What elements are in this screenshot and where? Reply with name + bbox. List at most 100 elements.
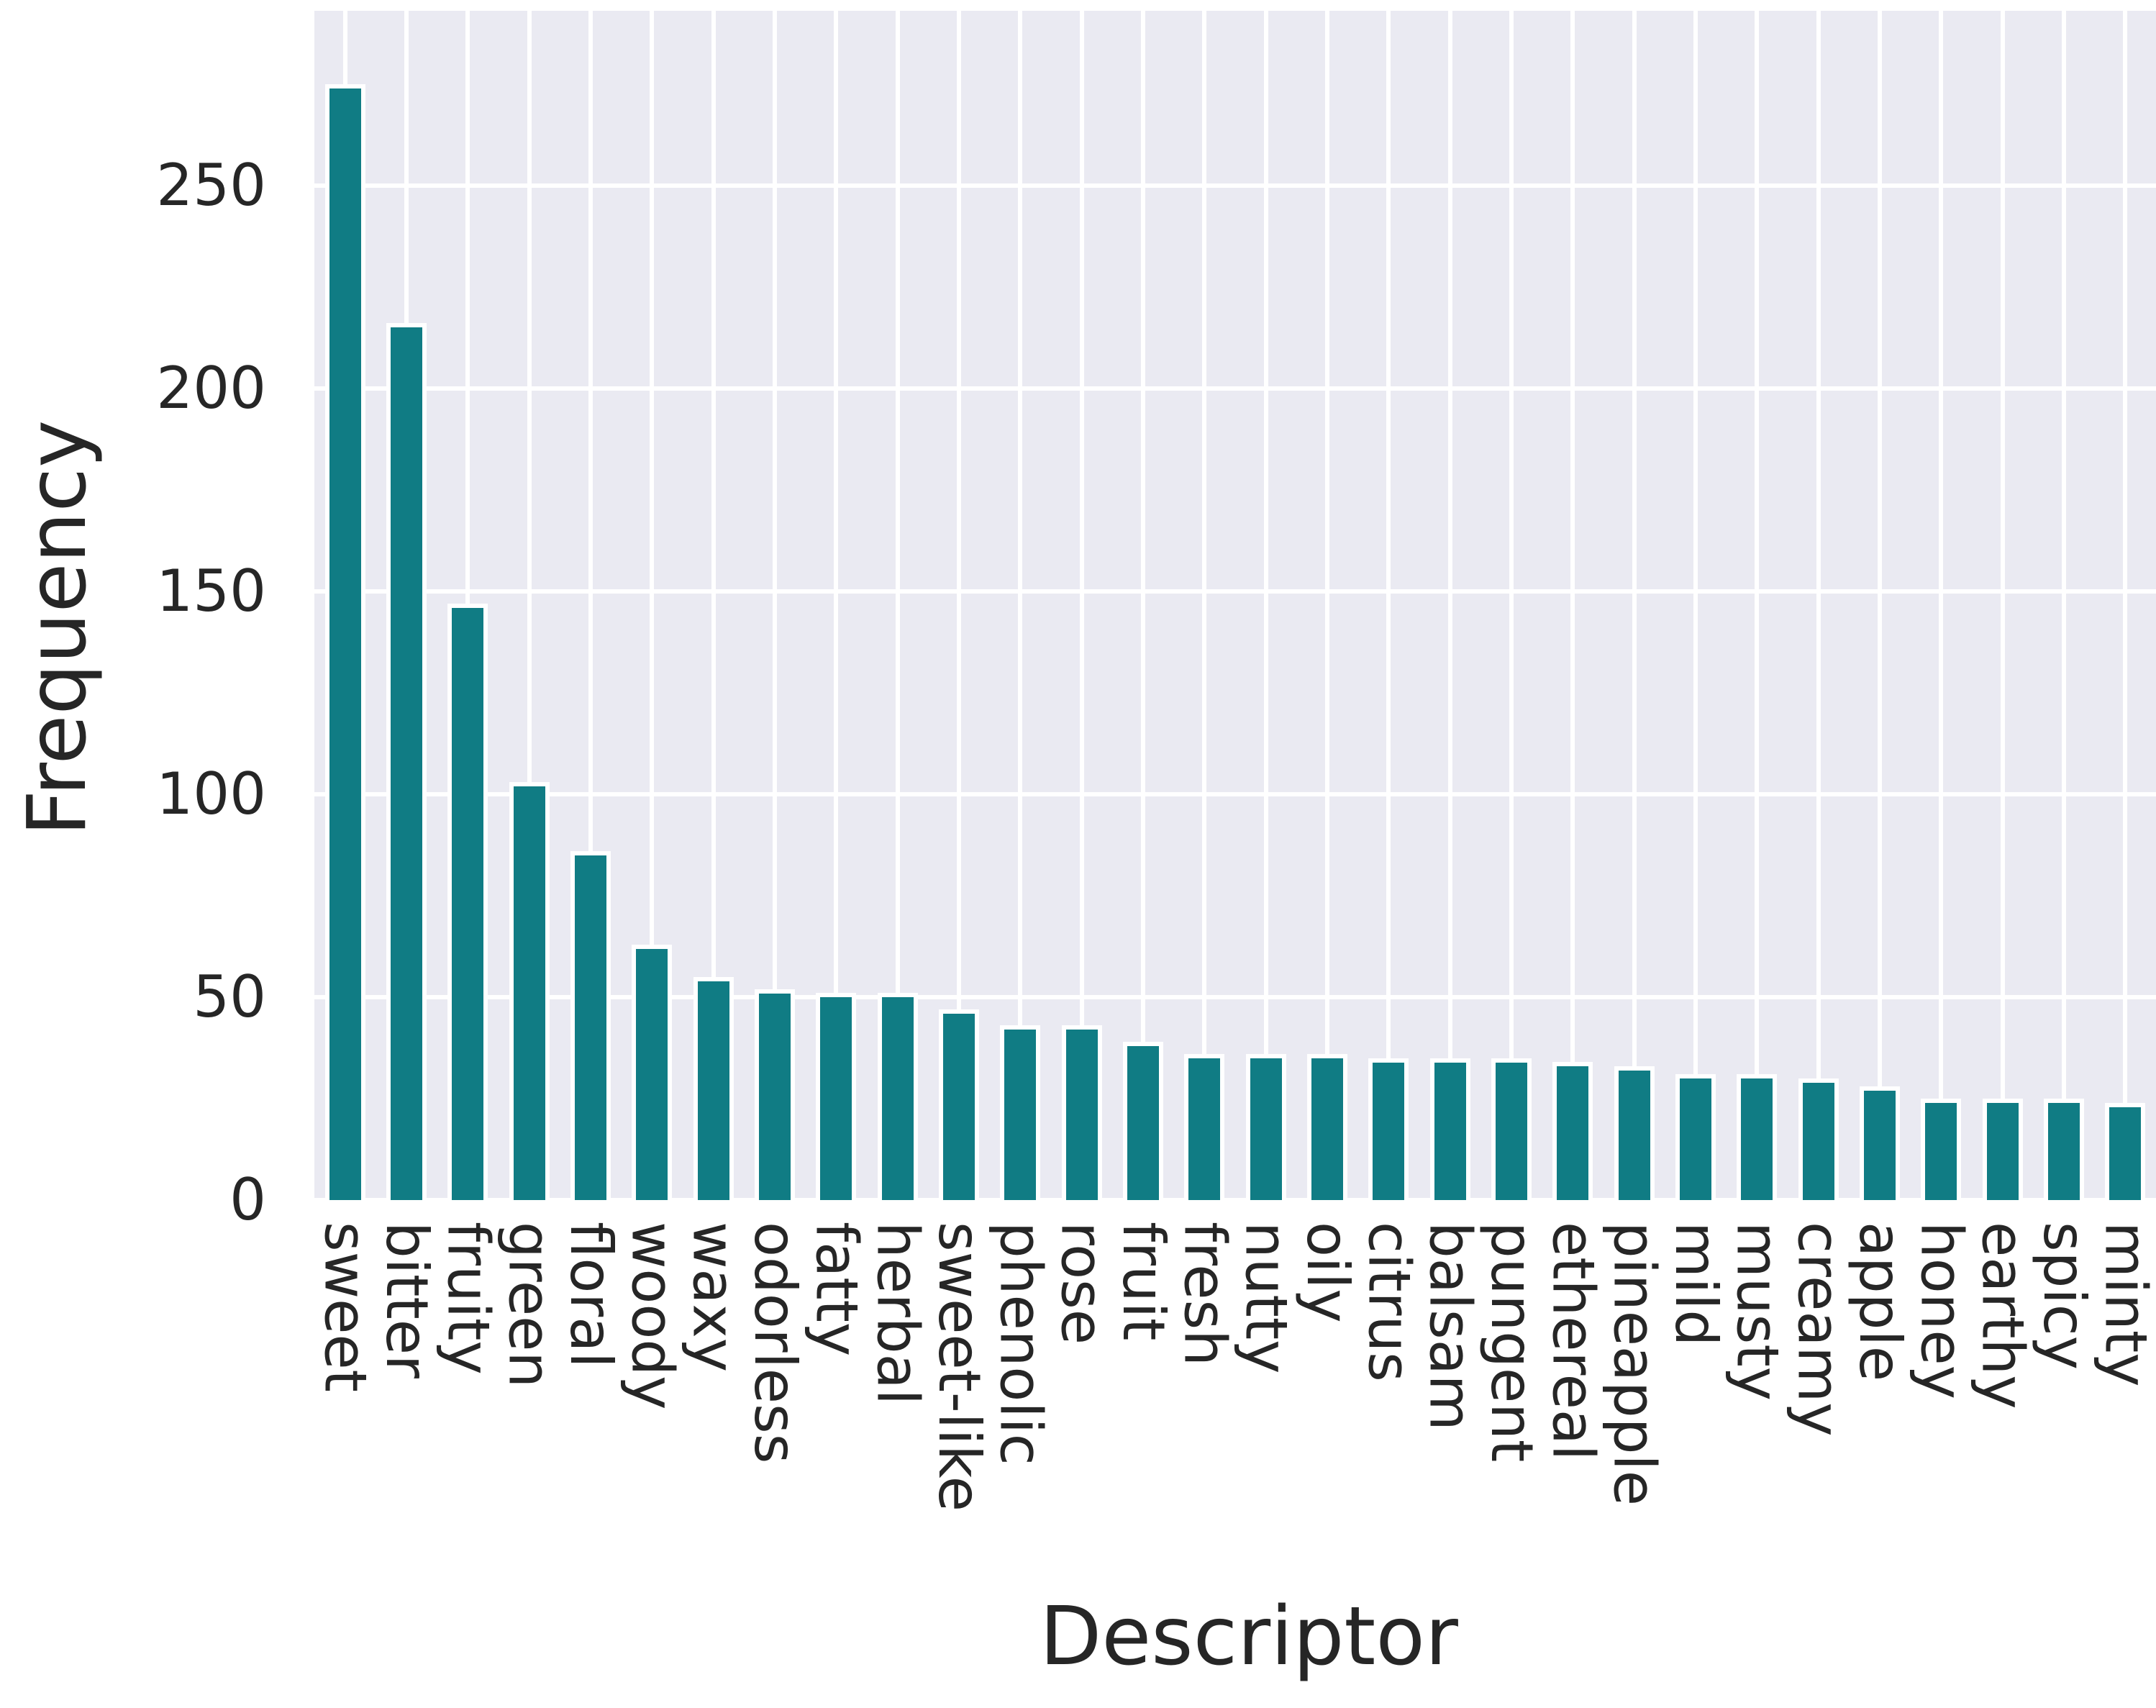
bar-nutty	[1245, 1053, 1286, 1200]
vertical-gridline	[1816, 11, 1821, 1200]
x-tick-label-rose: rose	[1048, 1222, 1116, 1345]
x-tick-label-citrus: citrus	[1355, 1222, 1423, 1382]
x-tick-label-odorless: odorless	[742, 1222, 809, 1464]
vertical-gridline	[588, 11, 593, 1200]
bar-fruit	[1123, 1041, 1163, 1200]
x-tick-label-mild: mild	[1663, 1222, 1729, 1347]
vertical-gridline	[711, 11, 716, 1200]
bar-balsam	[1429, 1058, 1470, 1200]
x-tick-label-bitter: bitter	[373, 1222, 440, 1378]
bar-citrus	[1368, 1058, 1409, 1200]
bar-green	[509, 781, 550, 1200]
x-axis-title: Descriptor	[1040, 1590, 1458, 1684]
horizontal-gridline	[314, 994, 2156, 999]
horizontal-gridline	[314, 1198, 2156, 1202]
x-tick-label-nutty: nutty	[1232, 1222, 1300, 1374]
horizontal-gridline	[314, 183, 2156, 188]
x-tick-label-minty: minty	[2092, 1222, 2156, 1387]
bar-fresh	[1184, 1053, 1225, 1200]
y-tick-label-0: 0	[229, 1166, 266, 1233]
vertical-gridline	[1755, 11, 1760, 1200]
vertical-gridline	[1509, 11, 1514, 1200]
x-tick-label-apple: apple	[1847, 1222, 1914, 1382]
y-tick-label-200: 200	[156, 354, 266, 422]
bar-floral	[570, 850, 611, 1200]
x-tick-label-fatty: fatty	[803, 1222, 870, 1357]
vertical-gridline	[1263, 11, 1268, 1200]
vertical-gridline	[1632, 11, 1637, 1200]
vertical-gridline	[1202, 11, 1207, 1200]
x-tick-label-pungent: pungent	[1478, 1222, 1545, 1463]
horizontal-gridline	[314, 589, 2156, 594]
bar-rose	[1061, 1025, 1102, 1200]
vertical-gridline	[527, 11, 532, 1200]
horizontal-gridline	[314, 791, 2156, 796]
y-tick-label-150: 150	[156, 557, 266, 624]
horizontal-gridline	[314, 386, 2156, 391]
bar-honey	[1921, 1098, 1962, 1200]
bar-oily	[1307, 1053, 1347, 1200]
vertical-gridline	[1079, 11, 1084, 1200]
bar-spicy	[2044, 1098, 2084, 1200]
bar-herbal	[877, 993, 918, 1200]
x-tick-label-green: green	[496, 1222, 563, 1389]
vertical-gridline	[650, 11, 655, 1200]
vertical-gridline	[834, 11, 839, 1200]
vertical-gridline	[1447, 11, 1452, 1200]
bar-musty	[1737, 1074, 1778, 1200]
bar-minty	[2105, 1102, 2146, 1200]
bar-ethereal	[1552, 1062, 1593, 1200]
y-axis-title: Frequency	[11, 419, 104, 837]
bar-mild	[1675, 1074, 1716, 1200]
x-tick-label-pineapple: pineapple	[1601, 1222, 1668, 1506]
x-tick-label-balsam: balsam	[1416, 1222, 1484, 1431]
bar-woody	[632, 944, 673, 1200]
x-tick-label-ethereal: ethereal	[1539, 1222, 1607, 1461]
bar-sweet	[324, 83, 365, 1200]
bar-fruity	[447, 603, 488, 1200]
vertical-gridline	[957, 11, 961, 1200]
vertical-gridline	[1018, 11, 1023, 1200]
vertical-gridline	[1693, 11, 1698, 1200]
x-tick-label-creamy: creamy	[1785, 1222, 1852, 1437]
vertical-gridline	[1141, 11, 1145, 1200]
vertical-gridline	[2000, 11, 2005, 1200]
vertical-gridline	[2062, 11, 2066, 1200]
bar-pungent	[1491, 1058, 1532, 1200]
vertical-gridline	[1878, 11, 1882, 1200]
x-tick-label-spicy: spicy	[2031, 1222, 2098, 1371]
x-tick-label-sweet: sweet	[311, 1222, 379, 1392]
x-tick-label-musty: musty	[1724, 1222, 1791, 1402]
x-tick-label-fresh: fresh	[1171, 1222, 1239, 1366]
bar-creamy	[1798, 1078, 1839, 1200]
x-tick-label-fruity: fruity	[435, 1222, 502, 1375]
x-tick-label-phenolic: phenolic	[987, 1222, 1055, 1466]
bar-earthy	[1982, 1098, 2023, 1200]
vertical-gridline	[1386, 11, 1391, 1200]
bar-bitter	[386, 323, 427, 1200]
x-tick-label-sweet-like: sweet-like	[926, 1222, 993, 1512]
x-tick-label-waxy: waxy	[680, 1222, 747, 1373]
bar-apple	[1860, 1086, 1900, 1200]
bar-odorless	[755, 989, 795, 1200]
y-tick-label-250: 250	[156, 151, 266, 219]
x-tick-label-herbal: herbal	[864, 1222, 932, 1405]
vertical-gridline	[2123, 11, 2128, 1200]
bar-sweet-like	[939, 1009, 979, 1200]
x-tick-label-honey: honey	[1908, 1222, 1975, 1399]
y-tick-label-50: 50	[193, 963, 266, 1030]
x-tick-label-woody: woody	[619, 1222, 686, 1410]
vertical-gridline	[773, 11, 777, 1200]
vertical-gridline	[1325, 11, 1329, 1200]
plot-area	[314, 11, 2156, 1202]
bar-pineapple	[1614, 1066, 1655, 1200]
vertical-gridline	[895, 11, 900, 1200]
bar-phenolic	[1000, 1025, 1041, 1200]
x-tick-label-floral: floral	[558, 1222, 624, 1368]
bar-fatty	[816, 993, 857, 1200]
x-tick-label-earthy: earthy	[1969, 1222, 2037, 1409]
vertical-gridline	[1939, 11, 1944, 1200]
y-tick-label-100: 100	[156, 760, 266, 827]
x-tick-label-fruit: fruit	[1110, 1222, 1177, 1341]
